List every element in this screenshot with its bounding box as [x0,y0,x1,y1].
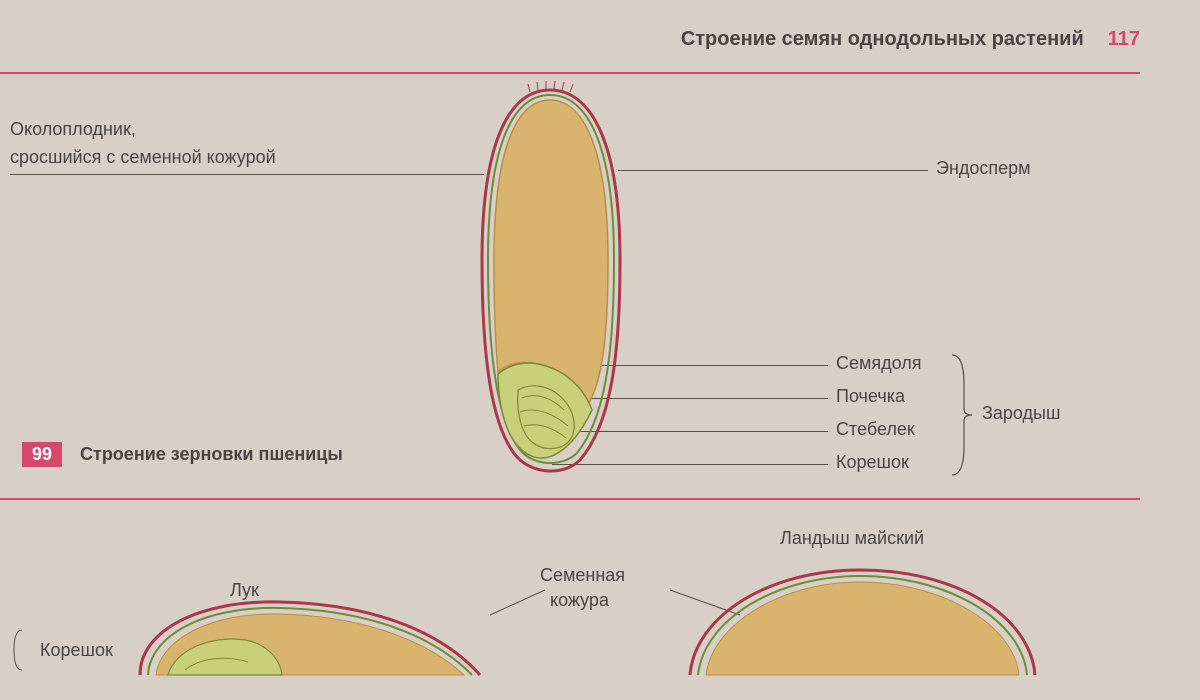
embryo-bracket [950,353,980,477]
page: Строение семян однодольных растений 117 … [0,0,1200,675]
label-stemlet: Стебелек [836,419,915,440]
leader-pericarp [10,174,484,175]
leader-endosperm [618,170,928,171]
label-cotyledon: Семядоля [836,353,922,374]
header-rule [0,72,1140,74]
label-embryo: Зародыш [982,403,1060,424]
label-pericarp-1: Околоплодник, [10,118,136,141]
label-plumule: Почечка [836,386,905,407]
page-header: Строение семян однодольных растений 117 [681,28,1140,51]
label-endosperm: Эндосперм [936,158,1031,179]
bottom-seeds-svg [0,520,1200,700]
bottom-rule [0,498,1140,500]
label-pericarp-2: сросшийся с семенной кожурой [10,146,276,169]
header-title: Строение семян однодольных растений [681,28,1084,51]
page-number: 117 [1108,28,1140,51]
wheat-seed-diagram [470,80,635,480]
label-radicle: Корешок [836,452,909,473]
figure-number: 99 [22,442,62,467]
figure-caption: Строение зерновки пшеницы [80,444,343,465]
